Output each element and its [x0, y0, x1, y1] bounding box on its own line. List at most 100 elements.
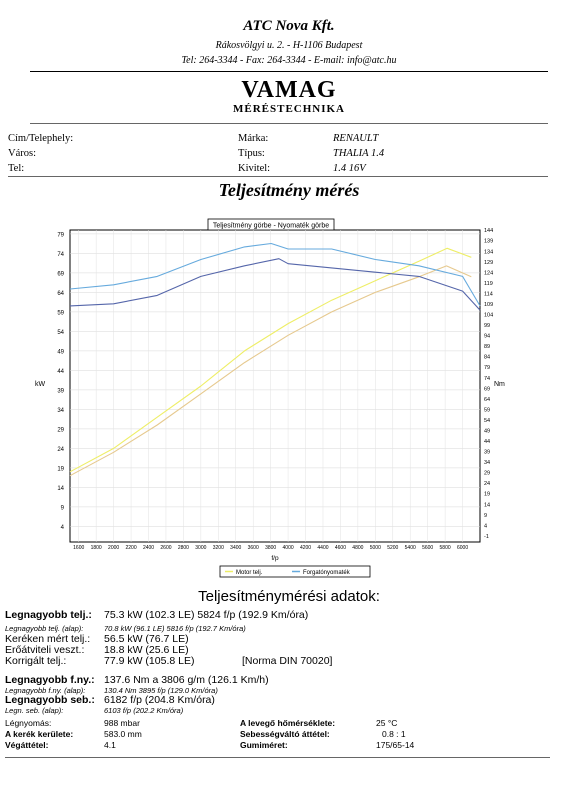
- x-tick: 1600: [73, 545, 84, 551]
- y-right-tick: 44: [484, 439, 490, 445]
- x-tick: 1800: [91, 545, 102, 551]
- loss-label: Erőátviteli veszt.:: [5, 644, 85, 656]
- y-right-tick: 4: [484, 523, 487, 529]
- x-tick: 2400: [143, 545, 154, 551]
- y-right-tick: 89: [484, 344, 490, 350]
- y-right-tick: 79: [484, 365, 490, 371]
- brand-title: VAMAG: [241, 77, 337, 103]
- y-right-label: Nm: [494, 381, 505, 388]
- variant-label: Kivitel:: [238, 163, 271, 174]
- x-tick: 3600: [248, 545, 259, 551]
- y-right-tick: 9: [484, 513, 487, 519]
- y-left-tick: 64: [57, 291, 64, 297]
- max-speed-value: 6182 f/p (204.8 Km/óra): [104, 694, 215, 706]
- y-right-tick: 139: [484, 239, 493, 245]
- max-speed-base-value: 6103 f/p (202.2 Km/óra): [104, 706, 184, 715]
- x-axis-label: f/p: [271, 555, 279, 562]
- gear-value: 0.8 : 1: [382, 729, 406, 739]
- chart-title-box: [207, 218, 335, 231]
- company-contact: Tel: 264-3344 - Fax: 264-3344 - E-mail: …: [181, 55, 397, 66]
- corrected-norm: [Norma DIN 70020]: [242, 655, 333, 667]
- type-value: THALIA 1.4: [333, 148, 385, 159]
- x-tick: 6000: [457, 545, 468, 551]
- x-tick: 4000: [283, 545, 294, 551]
- y-right-tick: 134: [484, 249, 493, 255]
- type-label: Típus:: [238, 148, 265, 159]
- y-left-tick: 19: [57, 466, 64, 472]
- max-power-value: 75.3 kW (102.3 LE) 5824 f/p (192.9 Km/ór…: [104, 609, 309, 621]
- pressure-value: 988 mbar: [104, 718, 140, 728]
- y-left-tick: 54: [57, 330, 64, 336]
- y-left-tick: 69: [57, 271, 64, 277]
- series-line-3: [69, 242, 481, 307]
- x-tick: 2000: [108, 545, 119, 551]
- y-left-tick: 39: [57, 388, 64, 394]
- y-right-tick: 144: [484, 228, 493, 234]
- wheel-value: 583.0 mm: [104, 729, 142, 739]
- legend-label-torque: Forgatónyomaték: [303, 570, 351, 576]
- y-right-tick: 29: [484, 471, 490, 477]
- legend-label-power: Motor telj.: [236, 570, 263, 576]
- wheel-power-value: 56.5 kW (76.7 LE): [104, 633, 189, 645]
- max-torque-base-value: 130.4 Nm 3895 f/p (129.0 Km/óra): [104, 686, 218, 695]
- y-left-tick: 4: [61, 525, 65, 531]
- x-tick: 4400: [317, 545, 328, 551]
- y-right-tick: 64: [484, 397, 490, 403]
- pressure-label: Légnyomás:: [5, 718, 52, 728]
- max-power-base-label: Legnagyobb telj. (alap):: [5, 624, 84, 633]
- page-title: Teljesítmény mérés: [218, 180, 360, 200]
- corrected-value: 77.9 kW (105.8 LE): [104, 655, 195, 667]
- wheel-label: A kerék kerülete:: [5, 729, 74, 739]
- y-right-tick: 99: [484, 323, 490, 329]
- y-right-tick: 14: [484, 502, 490, 508]
- phone-label: Tel:: [8, 163, 25, 174]
- x-tick: 2800: [178, 545, 189, 551]
- y-left-tick: 59: [57, 310, 64, 316]
- max-power-base-value: 70.8 kW (96.1 LE) 5816 f/p (192.7 Km/óra…: [104, 624, 246, 633]
- y-right-tick: 124: [484, 270, 493, 276]
- company-name: ATC Nova Kft.: [243, 18, 335, 34]
- y-right-tick: 74: [484, 376, 490, 382]
- results-heading: Teljesítménymérési adatok:: [198, 588, 380, 605]
- loss-value: 18.8 kW (25.6 LE): [104, 644, 189, 656]
- y-right-tick: 39: [484, 450, 490, 456]
- corrected-label: Korrigált telj.:: [5, 655, 67, 667]
- temp-value: 25 °C: [376, 718, 398, 728]
- info-divider: [8, 176, 548, 177]
- x-tick: 3400: [230, 545, 241, 551]
- y-left-tick: 14: [57, 486, 64, 492]
- y-left-label: kW: [35, 381, 46, 388]
- footer-divider: [5, 757, 550, 758]
- x-tick: 3000: [195, 545, 206, 551]
- temp-label: A levegő hőmérséklete:: [240, 718, 336, 728]
- y-left-tick: 44: [57, 369, 64, 375]
- ratio-value: 4.1: [104, 740, 116, 750]
- y-right-tick: 114: [484, 291, 493, 297]
- y-right-tick: 84: [484, 355, 490, 361]
- max-speed-label: Legnagyobb seb.:: [5, 694, 95, 706]
- make-value: RENAULT: [333, 133, 379, 144]
- x-tick: 5400: [405, 545, 416, 551]
- y-right-tick: 129: [484, 260, 493, 266]
- y-left-tick: 9: [61, 505, 65, 511]
- y-left-tick: 74: [57, 252, 64, 258]
- ratio-label: Végáttétel:: [5, 740, 49, 750]
- max-torque-label: Legnagyobb f.ny.:: [5, 674, 95, 686]
- gear-label: Sebességváltó áttétel:: [240, 729, 330, 739]
- x-tick: 5200: [387, 545, 398, 551]
- y-right-tick: 54: [484, 418, 490, 424]
- x-tick: 4200: [300, 545, 311, 551]
- y-right-tick: -1: [484, 534, 489, 540]
- y-right-tick: 109: [484, 302, 493, 308]
- header-divider: [30, 71, 548, 72]
- dyno-chart: Teljesítmény görbe - Nyomaték görbe kW N…: [35, 218, 505, 578]
- y-right-tick: 59: [484, 407, 490, 413]
- x-tick: 4600: [335, 545, 346, 551]
- y-right-tick: 94: [484, 334, 490, 340]
- x-tick: 5800: [440, 545, 451, 551]
- y-right-tick: 49: [484, 428, 490, 434]
- address-label: Cím/Telephely:: [8, 133, 74, 144]
- company-address: Rákosvölgyi u. 2. - H-1106 Budapest: [215, 40, 363, 51]
- city-label: Város:: [8, 148, 36, 159]
- x-tick: 5000: [370, 545, 381, 551]
